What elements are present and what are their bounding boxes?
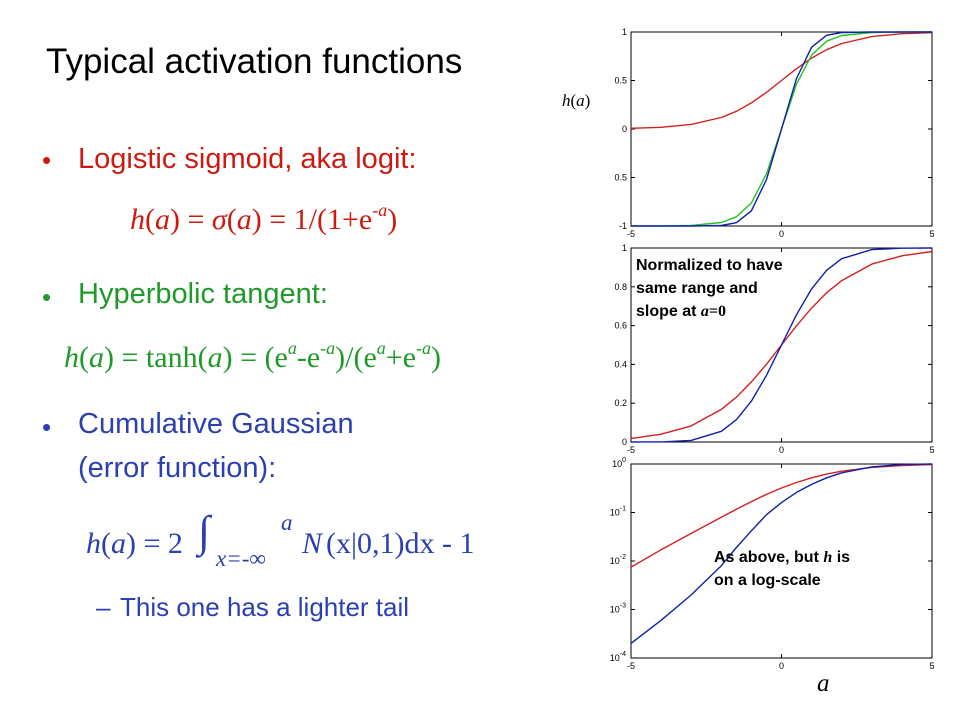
y-tick-label: 0 xyxy=(622,437,627,447)
series-line-3 xyxy=(631,31,932,227)
bullet-cumulative-gaussian: Cumulative Gaussian xyxy=(78,408,354,440)
annotation-line: Normalized to have xyxy=(636,257,783,274)
integral-upper-limit: a xyxy=(281,510,293,535)
x-tick-label: 0 xyxy=(779,661,784,671)
x-tick-label: -5 xyxy=(627,229,635,239)
annotation-line: As above, but h is xyxy=(714,549,851,566)
x-tick-label: 0 xyxy=(779,229,784,239)
y-tick-label: -1 xyxy=(619,221,627,231)
series-line-2 xyxy=(630,463,933,644)
y-tick-label: 100 xyxy=(612,457,626,469)
formula-tanh: h(a) = tanh(a) = (ea-e-a)/(ea+e-a) xyxy=(64,338,442,374)
x-axis-label: a xyxy=(817,670,830,697)
x-tick-label: 0 xyxy=(779,445,784,455)
bullet-hyperbolic-tangent: Hyperbolic tangent: xyxy=(78,278,328,310)
y-tick-label: 0.6 xyxy=(614,321,627,331)
y-axis-label: h(a) xyxy=(562,91,591,110)
bullet-error-function: (error function): xyxy=(78,452,277,484)
series-line-1 xyxy=(630,32,933,129)
annotation-line: slope at a=0 xyxy=(636,303,727,320)
sub-bullet-lighter-tail: This one has a lighter tail xyxy=(120,592,410,622)
formula-sigmoid: h(a) = σ(a) = 1/(1+e-a) xyxy=(130,200,398,236)
y-tick-label: 1 xyxy=(622,27,627,37)
annotation-normalized: Normalized to have same range and slope … xyxy=(636,254,783,323)
integral-lower-limit: x=-∞ xyxy=(216,546,266,571)
series-line-2 xyxy=(630,247,933,443)
x-tick-label: -5 xyxy=(627,661,635,671)
formula-erf-rhs: (x|0,1)dx - 1 xyxy=(326,527,475,560)
bullet-marker: • xyxy=(42,412,52,442)
y-tick-label: 0.2 xyxy=(614,398,627,408)
y-tick-label: 0.8 xyxy=(614,282,627,292)
sub-bullet-marker: – xyxy=(96,592,111,622)
x-tick-label: 5 xyxy=(929,445,934,455)
y-tick-label: 10-1 xyxy=(610,506,626,518)
x-tick-label: 5 xyxy=(929,229,934,239)
annotation-line: on a log-scale xyxy=(714,572,821,589)
bullet-marker: • xyxy=(42,145,52,175)
y-tick-label: 10-3 xyxy=(610,603,626,615)
y-tick-label: 1 xyxy=(622,243,627,253)
annotation-line: same range and xyxy=(636,280,758,297)
x-tick-label: 5 xyxy=(929,661,934,671)
y-tick-label: 0.5 xyxy=(614,173,627,183)
annotation-log-scale: As above, but h is on a log-scale xyxy=(714,546,850,592)
formula-erf-lhs: h(a) = 2 xyxy=(86,527,183,560)
bullet-marker: • xyxy=(42,282,52,312)
y-tick-label: 10-2 xyxy=(610,554,626,566)
integral-sign: ∫ xyxy=(198,507,211,556)
y-tick-label: 0.5 xyxy=(614,76,627,86)
bullet-logistic-sigmoid: Logistic sigmoid, aka logit: xyxy=(78,143,417,175)
y-tick-label: 0.4 xyxy=(614,359,627,369)
y-tick-label: 0 xyxy=(622,124,627,134)
slide-title: Typical activation functions xyxy=(46,42,463,81)
x-tick-label: -5 xyxy=(627,445,635,455)
normal-distribution-symbol: N xyxy=(302,527,323,560)
y-tick-label: 10-4 xyxy=(610,651,626,663)
